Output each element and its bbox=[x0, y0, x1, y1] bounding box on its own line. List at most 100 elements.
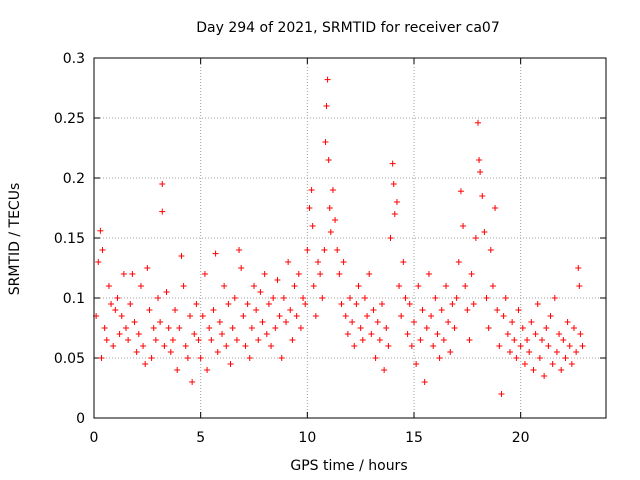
data-point bbox=[127, 301, 134, 307]
data-point bbox=[193, 301, 200, 307]
data-point bbox=[549, 361, 556, 367]
data-point bbox=[492, 205, 499, 211]
data-point bbox=[319, 295, 326, 301]
data-point bbox=[255, 337, 262, 343]
data-point bbox=[110, 343, 117, 349]
data-point bbox=[500, 313, 507, 319]
data-point bbox=[208, 337, 215, 343]
data-point bbox=[114, 295, 121, 301]
data-point bbox=[199, 313, 206, 319]
data-point bbox=[573, 349, 580, 355]
data-point bbox=[460, 223, 467, 229]
data-point bbox=[389, 160, 396, 167]
data-point bbox=[108, 301, 115, 307]
data-point bbox=[295, 271, 302, 277]
data-point bbox=[511, 337, 518, 343]
data-point bbox=[101, 325, 108, 331]
data-point bbox=[485, 325, 492, 331]
data-point bbox=[472, 235, 479, 241]
data-point bbox=[390, 181, 397, 187]
x-tick-label: 20 bbox=[512, 430, 530, 446]
data-point bbox=[204, 367, 211, 373]
data-point bbox=[521, 361, 528, 367]
data-point bbox=[283, 319, 289, 325]
data-point bbox=[502, 295, 509, 301]
data-point bbox=[406, 301, 413, 307]
data-point bbox=[310, 283, 317, 289]
data-point bbox=[323, 103, 330, 109]
data-point bbox=[325, 157, 332, 163]
data-point bbox=[297, 325, 304, 331]
data-point bbox=[140, 343, 147, 349]
data-point bbox=[118, 313, 125, 319]
data-point bbox=[477, 169, 484, 175]
data-point bbox=[532, 331, 539, 337]
data-point bbox=[312, 313, 319, 319]
x-tick-label: 10 bbox=[298, 430, 316, 446]
data-point bbox=[195, 337, 202, 343]
data-point bbox=[272, 325, 279, 331]
data-point bbox=[453, 295, 460, 301]
data-point bbox=[489, 283, 496, 289]
data-point bbox=[449, 301, 456, 307]
data-point bbox=[415, 283, 422, 289]
data-point bbox=[425, 271, 432, 277]
data-point bbox=[558, 367, 565, 373]
data-point bbox=[536, 355, 543, 361]
data-point bbox=[417, 337, 424, 343]
data-point bbox=[338, 301, 345, 307]
data-point bbox=[178, 253, 185, 259]
data-point bbox=[468, 271, 475, 277]
data-point bbox=[98, 355, 105, 361]
data-point bbox=[238, 265, 245, 271]
data-point bbox=[551, 295, 558, 301]
data-point bbox=[355, 283, 362, 289]
data-point bbox=[340, 259, 347, 265]
data-point bbox=[125, 337, 132, 343]
data-point bbox=[498, 391, 505, 397]
data-point bbox=[545, 343, 552, 349]
data-points bbox=[93, 76, 586, 397]
data-point bbox=[413, 361, 420, 367]
data-point bbox=[566, 343, 573, 349]
data-point bbox=[201, 271, 208, 277]
data-point bbox=[351, 343, 358, 349]
data-point bbox=[462, 283, 469, 289]
data-point bbox=[476, 157, 483, 163]
data-point bbox=[344, 331, 351, 337]
data-point bbox=[142, 361, 149, 367]
data-point bbox=[366, 271, 373, 277]
data-point bbox=[517, 343, 524, 349]
data-point bbox=[504, 331, 511, 337]
y-tick-label: 0.3 bbox=[63, 51, 85, 67]
data-point bbox=[131, 319, 138, 325]
data-point bbox=[276, 313, 283, 319]
data-point bbox=[483, 295, 490, 301]
data-point bbox=[530, 367, 537, 373]
data-point bbox=[251, 283, 257, 289]
data-point bbox=[466, 337, 473, 343]
data-point bbox=[464, 307, 471, 313]
data-point bbox=[309, 223, 316, 229]
data-point bbox=[575, 265, 582, 271]
data-point bbox=[321, 247, 328, 253]
data-point bbox=[564, 319, 571, 325]
data-point bbox=[509, 319, 516, 325]
data-point bbox=[447, 349, 454, 355]
data-point bbox=[300, 295, 307, 301]
data-point bbox=[169, 337, 176, 343]
data-point bbox=[229, 325, 236, 331]
data-point bbox=[112, 307, 119, 313]
data-point bbox=[357, 325, 364, 331]
data-point bbox=[236, 247, 243, 253]
data-point bbox=[332, 217, 339, 223]
data-point bbox=[223, 343, 230, 349]
data-point bbox=[445, 319, 452, 325]
data-point bbox=[317, 271, 324, 277]
data-point bbox=[353, 301, 360, 307]
y-tick-label: 0.15 bbox=[54, 231, 85, 247]
data-point bbox=[174, 367, 181, 373]
data-point bbox=[242, 343, 249, 349]
data-point bbox=[144, 265, 151, 271]
